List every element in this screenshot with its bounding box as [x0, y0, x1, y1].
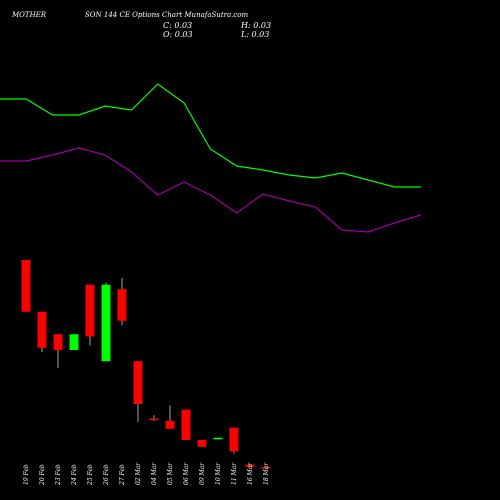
open-value: O: 0.03: [163, 30, 193, 39]
x-tick-label: 04 Mar: [151, 462, 158, 485]
candle-body: [165, 420, 175, 429]
chart-title: SON 144 CE Options Chart MunafaSutra.com: [85, 11, 249, 19]
candle-body: [197, 440, 207, 447]
candle-body: [101, 284, 111, 362]
x-tick-label: 24 Feb: [71, 464, 78, 486]
candle-body: [261, 467, 271, 469]
candle-body: [229, 427, 239, 452]
candle-body: [85, 284, 95, 337]
indicator-line-1: [0, 83, 421, 188]
candle-body: [117, 289, 127, 321]
high-value: H: 0.03: [241, 21, 272, 30]
x-tick-label: 18 Mar: [263, 462, 270, 485]
candle-body: [53, 334, 63, 350]
x-tick-label: 20 Feb: [39, 464, 46, 486]
x-axis-ticks: 19 Feb 20 Feb 23 Feb 24 Feb 25 Feb 26 Feb 27 F…: [23, 462, 270, 486]
x-tick-label: 23 Feb: [55, 464, 62, 486]
low-value: L: 0.03: [241, 30, 270, 39]
x-tick-label: 10 Mar: [215, 462, 222, 485]
candle-body: [213, 437, 223, 440]
x-tick-label: 27 Feb: [119, 464, 126, 486]
x-tick-label: 16 Mar: [247, 462, 254, 485]
x-tick-label: 02 Mar: [135, 462, 142, 485]
x-tick-label: 25 Feb: [87, 464, 94, 486]
chart-symbol: MOTHER: [12, 11, 47, 19]
close-value: C: 0.03: [163, 21, 193, 30]
candlesticks: [21, 260, 271, 469]
indicator-lines: [0, 83, 421, 233]
candle-body: [181, 409, 191, 440]
candle-body: [149, 418, 159, 421]
candle-body: [133, 361, 143, 404]
x-tick-label: 05 Mar: [167, 462, 174, 485]
x-tick-label: 19 Feb: [23, 464, 30, 485]
candle-body: [245, 464, 255, 467]
x-tick-label: 06 Mar: [183, 462, 190, 485]
indicator-line-2: [0, 147, 421, 233]
candle-body: [69, 334, 79, 350]
x-tick-label: 26 Feb: [103, 464, 110, 486]
candle-body: [21, 260, 31, 312]
x-tick-label: 09 Mar: [199, 462, 206, 485]
candle-body: [37, 311, 47, 348]
x-tick-label: 11 Mar: [231, 462, 238, 485]
